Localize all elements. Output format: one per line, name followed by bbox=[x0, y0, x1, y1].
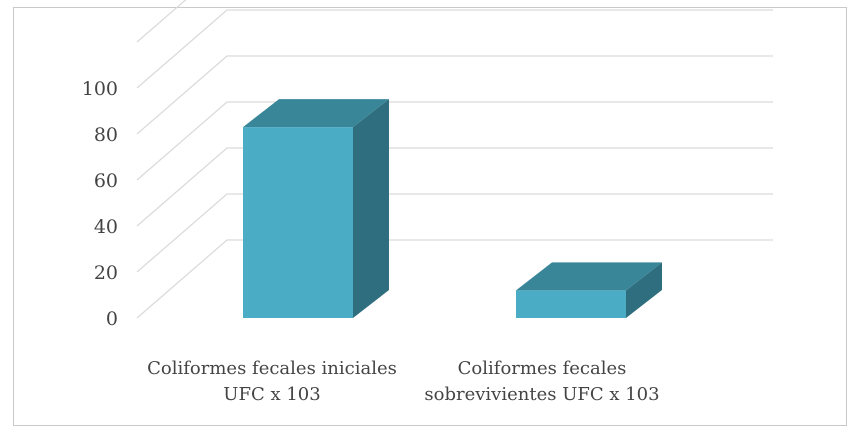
y-axis-ticks: 0 20 40 60 80 100 bbox=[82, 78, 118, 330]
category-label: Coliformes fecales iniciales UFC x 103 bbox=[147, 358, 397, 405]
bar-front bbox=[243, 127, 353, 318]
x-axis-categories: Coliformes fecales iniciales UFC x 103Col… bbox=[147, 358, 659, 405]
bar-1 bbox=[243, 99, 389, 318]
gridline-60 bbox=[136, 101, 773, 181]
gridline-0 bbox=[136, 239, 773, 319]
bars bbox=[243, 99, 662, 318]
category-label-line: Coliformes fecales bbox=[458, 358, 627, 379]
gridline-100 bbox=[136, 9, 773, 89]
y-tick-label: 60 bbox=[94, 170, 118, 192]
y-tick-label: 0 bbox=[106, 308, 118, 330]
bar-2 bbox=[516, 262, 662, 318]
y-tick-label: 20 bbox=[94, 262, 118, 284]
bar-side bbox=[626, 262, 662, 318]
y-tick-label: 80 bbox=[94, 124, 118, 146]
gridline-40 bbox=[136, 147, 773, 227]
chart-frame bbox=[13, 7, 847, 426]
category-label-line: Coliformes fecales iniciales bbox=[147, 358, 397, 379]
y-tick-label: 40 bbox=[94, 216, 118, 238]
gridline-80 bbox=[136, 55, 773, 135]
category-label: Coliformes fecales sobrevivientes UFC x 1… bbox=[424, 358, 659, 405]
bar-front bbox=[516, 290, 626, 318]
bar-side bbox=[353, 99, 389, 318]
bar-top bbox=[516, 262, 662, 291]
gridline-top bbox=[136, 0, 187, 43]
category-label-line: UFC x 103 bbox=[223, 384, 320, 405]
bar-top bbox=[243, 99, 389, 128]
category-label-line: sobrevivientes UFC x 103 bbox=[424, 384, 659, 405]
grid-layer bbox=[136, 0, 773, 319]
gridline-20 bbox=[136, 193, 773, 273]
y-tick-label: 100 bbox=[82, 78, 118, 100]
